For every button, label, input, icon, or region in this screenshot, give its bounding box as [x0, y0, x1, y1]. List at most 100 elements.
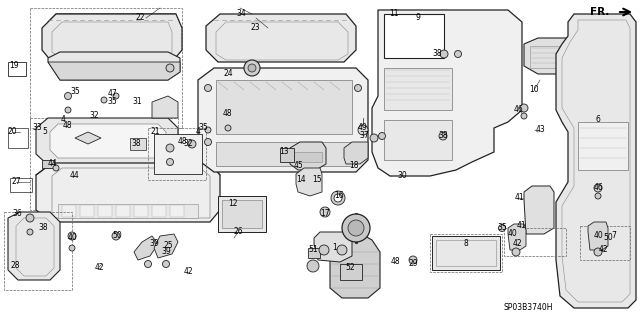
Bar [436, 240, 496, 266]
Circle shape [163, 261, 170, 268]
Polygon shape [154, 234, 178, 258]
Bar [80, 205, 94, 217]
Polygon shape [524, 38, 572, 74]
Circle shape [205, 85, 211, 92]
Polygon shape [372, 10, 522, 176]
Circle shape [205, 127, 211, 133]
Text: 47: 47 [107, 90, 117, 99]
Text: 35: 35 [198, 123, 208, 132]
Polygon shape [36, 118, 178, 165]
Circle shape [355, 85, 362, 92]
Polygon shape [588, 222, 608, 250]
Bar [42, 160, 54, 168]
Text: 45: 45 [294, 161, 304, 170]
Circle shape [342, 214, 370, 242]
Circle shape [166, 159, 173, 166]
Circle shape [320, 207, 330, 217]
Circle shape [65, 107, 71, 113]
Bar [578, 122, 628, 170]
Text: 38: 38 [438, 130, 448, 139]
Text: 17: 17 [320, 210, 330, 219]
Polygon shape [48, 62, 180, 80]
Circle shape [53, 165, 59, 171]
Circle shape [439, 132, 447, 140]
Bar [58, 204, 198, 218]
Text: 28: 28 [10, 261, 20, 270]
Text: 33: 33 [32, 123, 42, 132]
Bar [8, 62, 26, 76]
Text: 7: 7 [612, 232, 616, 241]
Bar [10, 178, 32, 192]
Text: 46: 46 [514, 105, 524, 114]
Bar [340, 264, 362, 280]
Polygon shape [8, 212, 60, 280]
Circle shape [27, 229, 33, 235]
Text: 13: 13 [279, 147, 289, 157]
Circle shape [26, 214, 34, 222]
Text: 35: 35 [107, 98, 117, 107]
Circle shape [454, 50, 461, 57]
Text: 48: 48 [177, 137, 187, 146]
Text: 23: 23 [250, 23, 260, 32]
Text: 34: 34 [236, 10, 246, 19]
Text: 42: 42 [183, 268, 193, 277]
Polygon shape [290, 142, 326, 170]
Bar [308, 248, 320, 258]
Bar [384, 120, 452, 160]
Circle shape [594, 184, 602, 192]
Circle shape [307, 260, 319, 272]
Bar [216, 142, 352, 166]
Bar [216, 80, 352, 134]
Circle shape [188, 140, 196, 148]
Circle shape [166, 64, 174, 72]
Text: 22: 22 [135, 13, 145, 23]
Text: 11: 11 [389, 10, 399, 19]
Text: 50: 50 [112, 232, 122, 241]
Bar [30, 8, 182, 128]
Circle shape [225, 125, 231, 131]
Bar [580, 226, 630, 260]
Text: 38: 38 [131, 139, 141, 149]
Bar [130, 138, 146, 150]
Polygon shape [50, 124, 166, 158]
Circle shape [499, 225, 506, 232]
Text: 18: 18 [349, 160, 359, 169]
Text: 24: 24 [223, 70, 233, 78]
Circle shape [358, 125, 368, 135]
Text: 41: 41 [514, 194, 524, 203]
Text: 40: 40 [594, 232, 604, 241]
Circle shape [113, 93, 119, 99]
Text: 42: 42 [94, 263, 104, 271]
Text: 38: 38 [38, 224, 48, 233]
Text: 38: 38 [432, 49, 442, 58]
Polygon shape [36, 163, 220, 222]
Circle shape [334, 194, 342, 202]
Text: 44: 44 [69, 170, 79, 180]
Text: 4: 4 [196, 128, 200, 137]
Text: 25: 25 [163, 241, 173, 249]
Circle shape [248, 64, 256, 72]
Text: 12: 12 [228, 199, 237, 209]
Circle shape [512, 248, 520, 256]
Circle shape [331, 191, 345, 205]
Text: 39: 39 [161, 248, 171, 256]
Text: 46: 46 [593, 183, 603, 192]
Bar [4, 212, 72, 290]
Text: 41: 41 [516, 221, 526, 231]
Bar [8, 128, 28, 148]
Text: 40: 40 [508, 229, 518, 239]
Circle shape [166, 144, 174, 152]
Bar [134, 205, 148, 217]
Text: 30: 30 [397, 170, 407, 180]
Bar [294, 152, 322, 162]
Text: 5: 5 [43, 128, 47, 137]
Text: 48: 48 [390, 256, 400, 265]
Text: 15: 15 [312, 175, 322, 184]
Circle shape [319, 245, 329, 255]
Polygon shape [152, 96, 178, 118]
Text: 48: 48 [62, 121, 72, 130]
Circle shape [65, 93, 72, 100]
Circle shape [205, 138, 211, 145]
Bar [152, 205, 166, 217]
Text: 8: 8 [463, 239, 468, 248]
